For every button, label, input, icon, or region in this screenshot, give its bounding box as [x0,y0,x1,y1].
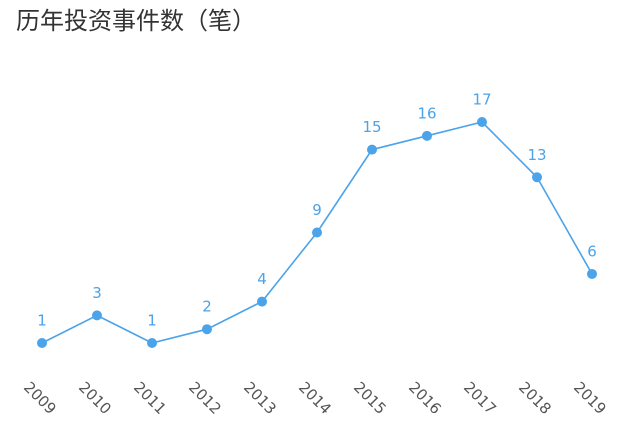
x-tick-label: 2018 [515,378,555,418]
data-label: 6 [587,242,597,260]
x-tick-label: 2016 [405,378,445,418]
data-label: 3 [92,284,102,302]
point [367,144,377,155]
point [202,324,212,335]
x-tick-label: 2009 [20,378,60,418]
x-tick-label: 2017 [460,378,500,418]
x-tick-label: 2013 [240,378,280,418]
point [422,130,432,141]
point [532,172,542,183]
x-tick-label: 2014 [295,378,335,418]
data-label: 4 [257,270,267,288]
point [147,338,157,348]
point [92,310,102,321]
x-tick-label: 2010 [75,378,115,418]
point [477,117,487,127]
point [312,227,322,238]
x-tick-label: 2012 [185,378,225,418]
data-label: 13 [527,146,546,164]
data-label: 9 [312,201,322,219]
point [587,268,597,279]
data-label: 1 [37,312,47,330]
data-label: 2 [202,298,212,316]
data-label: 15 [362,118,381,136]
data-label: 17 [472,91,491,109]
chart-title: 历年投资事件数（笔） [16,7,256,35]
x-tick-label: 2011 [130,378,170,418]
point [257,296,267,307]
data-label: 1 [147,312,157,330]
x-tick-label: 2015 [350,378,390,418]
data-label: 16 [417,104,436,122]
point [37,338,47,348]
x-tick-label: 2019 [570,378,610,418]
